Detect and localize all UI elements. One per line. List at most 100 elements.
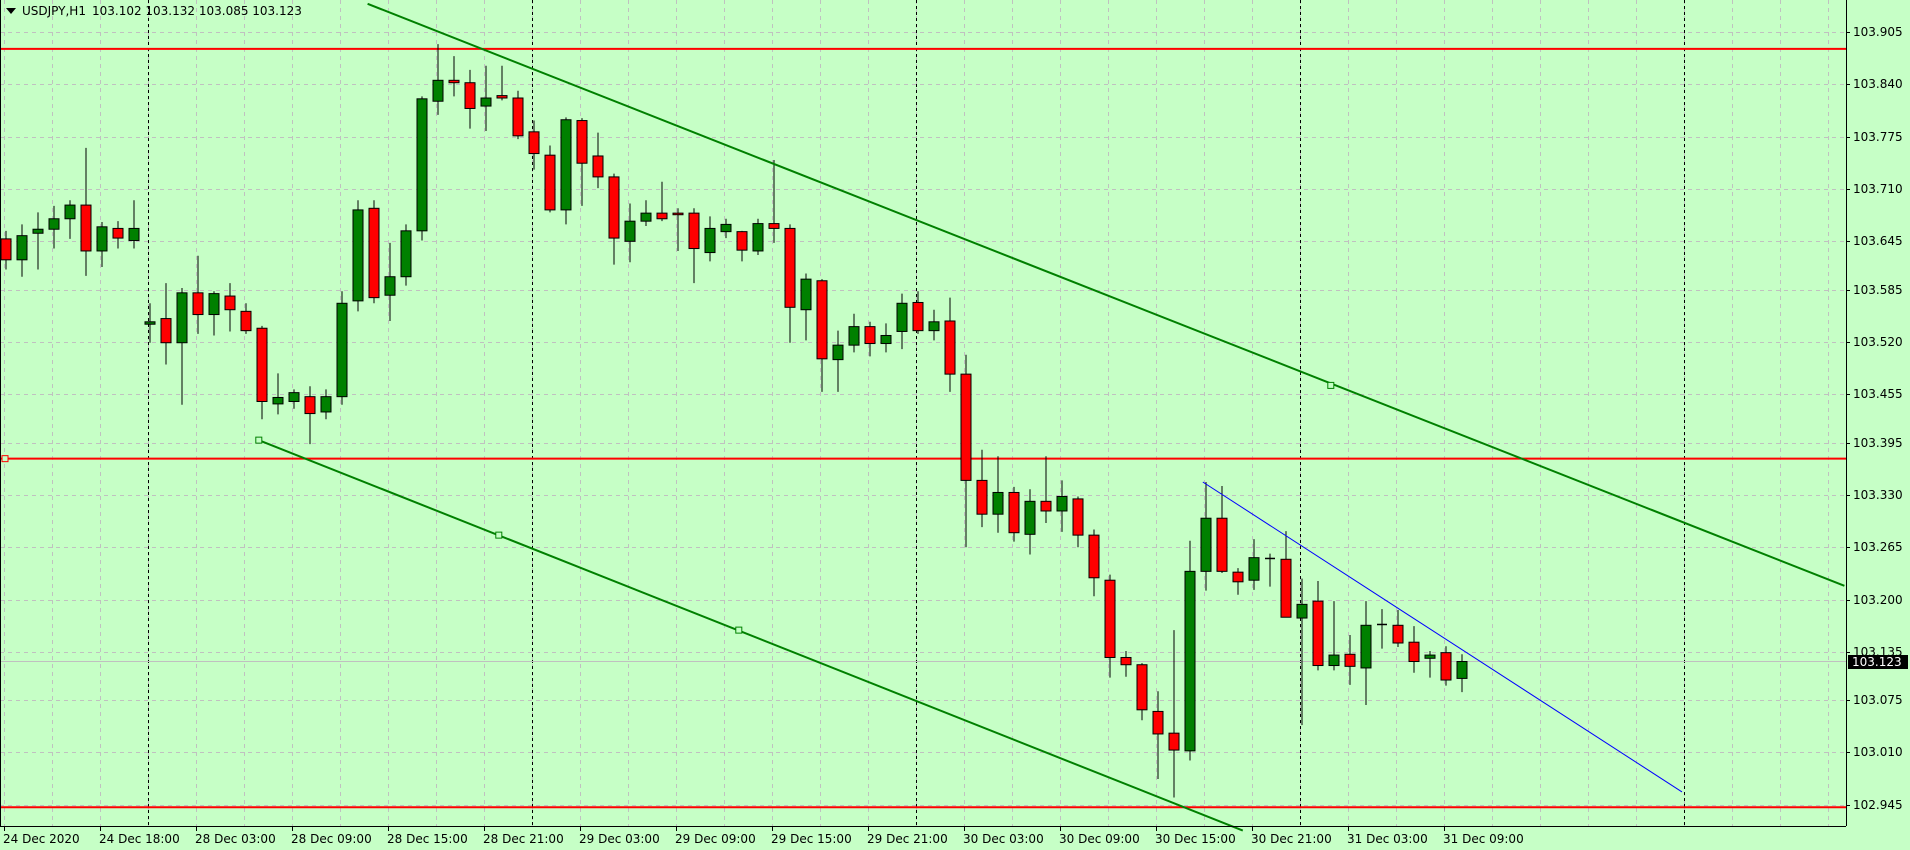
- candle-body: [784, 227, 796, 308]
- price-tick-label: 103.840: [1853, 77, 1903, 92]
- trend-line-trend: [1202, 481, 1683, 793]
- candle-body: [672, 212, 684, 216]
- price-tick-label: 103.265: [1853, 540, 1903, 555]
- candle-body: [960, 373, 972, 481]
- candle-body: [816, 280, 828, 360]
- candle-body: [864, 326, 876, 345]
- candle-body: [1120, 656, 1132, 666]
- time-tick-label: 29 Dec 21:00: [867, 832, 948, 846]
- time-tick-label: 31 Dec 09:00: [1443, 832, 1524, 846]
- candle-body: [144, 321, 156, 325]
- time-tick-label: 28 Dec 15:00: [387, 832, 468, 846]
- trend-line-anchor: [495, 531, 503, 539]
- candle-body: [48, 218, 60, 230]
- time-tick-label: 30 Dec 03:00: [963, 832, 1044, 846]
- candle-body: [1056, 495, 1068, 512]
- candle-body: [1216, 517, 1228, 572]
- candle-body: [752, 223, 764, 252]
- candle-body: [352, 209, 364, 302]
- chart-header: USDJPY,H1 103.102 103.132 103.085 103.12…: [6, 4, 302, 18]
- candle-body: [1024, 500, 1036, 535]
- candle-body: [1392, 624, 1404, 644]
- price-tick-label: 103.330: [1853, 487, 1903, 502]
- candle-body: [368, 207, 380, 299]
- candle-body: [1312, 600, 1324, 667]
- candle-body: [400, 230, 412, 278]
- candle-body: [416, 98, 428, 232]
- candle-body: [1408, 641, 1420, 663]
- candle-body: [592, 155, 604, 178]
- candle-body: [928, 321, 940, 332]
- candle-body: [736, 231, 748, 251]
- candle-body: [768, 223, 780, 229]
- candle-body: [1328, 654, 1340, 667]
- price-tick-label: 102.945: [1853, 797, 1903, 812]
- candle-body: [1280, 558, 1292, 618]
- candle-body: [512, 97, 524, 137]
- candle-body: [1088, 534, 1100, 579]
- candle-body: [1456, 661, 1468, 679]
- candle-body: [624, 220, 636, 242]
- time-tick-label: 30 Dec 15:00: [1155, 832, 1236, 846]
- trend-line-anchor: [255, 436, 263, 444]
- trend-line-channel-lower: [258, 439, 1244, 832]
- time-tick-label: 24 Dec 18:00: [99, 832, 180, 846]
- price-tick-label: 103.395: [1853, 435, 1903, 450]
- candle-body: [1360, 624, 1372, 669]
- candle-body: [576, 120, 588, 164]
- price-tick-label: 103.520: [1853, 334, 1903, 349]
- candle-body: [880, 334, 892, 345]
- candle-body: [848, 326, 860, 346]
- candle-body: [96, 226, 108, 252]
- horizontal-line-anchor: [1, 455, 9, 463]
- candle-body: [720, 223, 732, 233]
- time-tick-label: 29 Dec 15:00: [771, 832, 852, 846]
- candle-body: [608, 176, 620, 239]
- candle-body: [208, 293, 220, 316]
- candle-body: [32, 228, 44, 234]
- candle-body: [272, 396, 284, 405]
- candle-body: [224, 295, 236, 311]
- candle-body: [1248, 557, 1260, 581]
- price-tick-label: 103.455: [1853, 387, 1903, 402]
- candle-body: [176, 292, 188, 344]
- candle-body: [288, 392, 300, 402]
- candle-body: [1184, 570, 1196, 752]
- time-tick-label: 29 Dec 03:00: [579, 832, 660, 846]
- candle-body: [1168, 732, 1180, 751]
- trend-line-anchor: [1327, 381, 1335, 389]
- candle-body: [1152, 710, 1164, 735]
- price-tick-label: 103.585: [1853, 282, 1903, 297]
- candle-body: [640, 212, 652, 222]
- candle-body: [384, 276, 396, 296]
- candle-body: [256, 327, 268, 402]
- candle-body: [1072, 498, 1084, 536]
- candle-body: [1424, 654, 1436, 659]
- ohlc-values: 103.102 103.132 103.085 103.123: [91, 4, 302, 18]
- time-tick-label: 30 Dec 21:00: [1251, 832, 1332, 846]
- candle-body: [560, 119, 572, 211]
- candle-body: [976, 479, 988, 515]
- candle-body: [464, 82, 476, 109]
- trend-line-anchor: [735, 626, 743, 634]
- candle-body: [832, 344, 844, 361]
- candle-body: [64, 204, 76, 220]
- candle-body: [704, 227, 716, 254]
- price-tick-label: 103.200: [1853, 592, 1903, 607]
- candle-body: [800, 278, 812, 311]
- candle-body: [688, 212, 700, 250]
- triangle-down-icon[interactable]: [6, 8, 16, 14]
- candle-body: [480, 97, 492, 107]
- candle-body: [448, 79, 460, 84]
- candle-body: [16, 235, 28, 261]
- candle-body: [1296, 603, 1308, 619]
- candle-body: [304, 396, 316, 415]
- candle-body: [1040, 500, 1052, 512]
- candle-body: [944, 320, 956, 375]
- candle-body: [1136, 664, 1148, 711]
- candle-body: [128, 227, 140, 241]
- current-price-label: 103.123: [1848, 654, 1908, 669]
- candle-body: [192, 292, 204, 316]
- candle-body: [496, 95, 508, 99]
